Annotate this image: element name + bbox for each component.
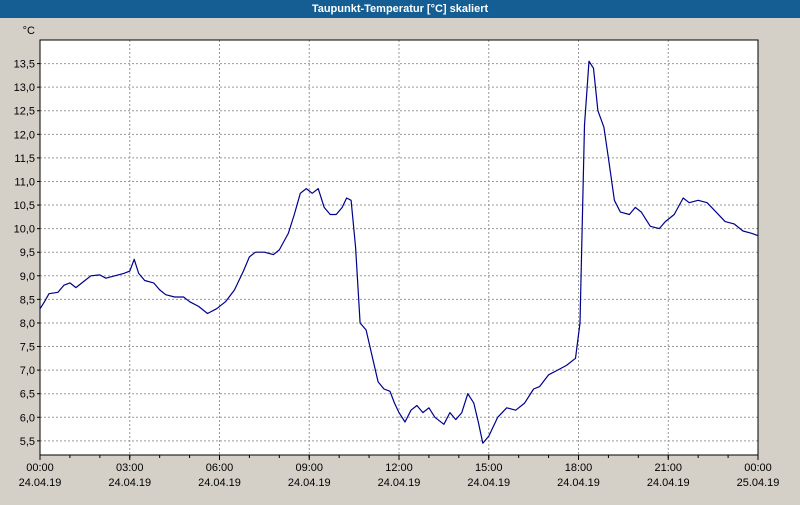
- svg-text:°C: °C: [23, 25, 35, 37]
- chart-title: Taupunkt-Temperatur [°C] skaliert: [311, 3, 489, 15]
- svg-text:24.04.19: 24.04.19: [288, 477, 331, 489]
- line-chart-canvas: 5,5 6,0 6,5 7,0 7,5 8,0 8,5 9,0 9,5 10,0 10,5 11,0 1…: [14, 25, 780, 489]
- svg-text:12,5: 12,5: [14, 106, 35, 118]
- svg-text:13,5: 13,5: [14, 59, 35, 71]
- svg-text:8,0: 8,0: [20, 318, 35, 330]
- svg-text:18:00: 18:00: [565, 462, 593, 474]
- svg-text:24.04.19: 24.04.19: [557, 477, 600, 489]
- svg-text:25.04.19: 25.04.19: [737, 477, 780, 489]
- series-line: [39, 60, 759, 444]
- y-unit-label: °C: [23, 25, 35, 37]
- svg-text:09:00: 09:00: [295, 462, 323, 474]
- x-axis-ticks: [39, 455, 759, 460]
- chart-area: 5,5 6,0 6,5 7,0 7,5 8,0 8,5 9,0 9,5 10,0 10,5 11,0 1…: [0, 18, 800, 500]
- svg-text:8,5: 8,5: [20, 294, 35, 306]
- svg-text:24.04.19: 24.04.19: [108, 477, 151, 489]
- svg-text:15:00: 15:00: [475, 462, 503, 474]
- svg-text:24.04.19: 24.04.19: [19, 477, 62, 489]
- svg-text:10,5: 10,5: [14, 200, 35, 212]
- svg-text:9,5: 9,5: [20, 247, 35, 259]
- svg-text:7,5: 7,5: [20, 342, 35, 354]
- svg-text:6,5: 6,5: [20, 389, 35, 401]
- svg-text:11,5: 11,5: [14, 153, 35, 165]
- plot-border: [39, 39, 759, 456]
- svg-text:00:00: 00:00: [744, 462, 772, 474]
- svg-text:11,0: 11,0: [14, 176, 35, 188]
- x-gridlines: [129, 40, 669, 455]
- svg-text:00:00: 00:00: [26, 462, 54, 474]
- svg-text:13,0: 13,0: [14, 82, 35, 94]
- svg-text:9,0: 9,0: [20, 271, 35, 283]
- svg-text:24.04.19: 24.04.19: [647, 477, 690, 489]
- svg-text:24.04.19: 24.04.19: [378, 477, 421, 489]
- title-bar: Taupunkt-Temperatur [°C] skaliert: [0, 0, 800, 18]
- svg-text:24.04.19: 24.04.19: [467, 477, 510, 489]
- svg-text:10,0: 10,0: [14, 224, 35, 236]
- svg-text:5,5: 5,5: [20, 436, 35, 448]
- svg-text:12,0: 12,0: [14, 129, 35, 141]
- svg-text:21:00: 21:00: [654, 462, 682, 474]
- x-time-labels: 00:00 03:00 06:00 09:00 12:00 15:00 18:00 21:00…: [26, 462, 772, 474]
- svg-text:24.04.19: 24.04.19: [198, 477, 241, 489]
- svg-text:06:00: 06:00: [206, 462, 234, 474]
- x-date-labels: 24.04.19 24.04.19 24.04.19 24.04.19 24.04.19…: [19, 477, 780, 489]
- svg-text:7,0: 7,0: [20, 365, 35, 377]
- svg-text:03:00: 03:00: [116, 462, 144, 474]
- y-axis-labels: 5,5 6,0 6,5 7,0 7,5 8,0 8,5 9,0 9,5 10,0 10,5 11,0 1…: [14, 59, 35, 448]
- svg-text:12:00: 12:00: [385, 462, 413, 474]
- svg-text:6,0: 6,0: [20, 412, 35, 424]
